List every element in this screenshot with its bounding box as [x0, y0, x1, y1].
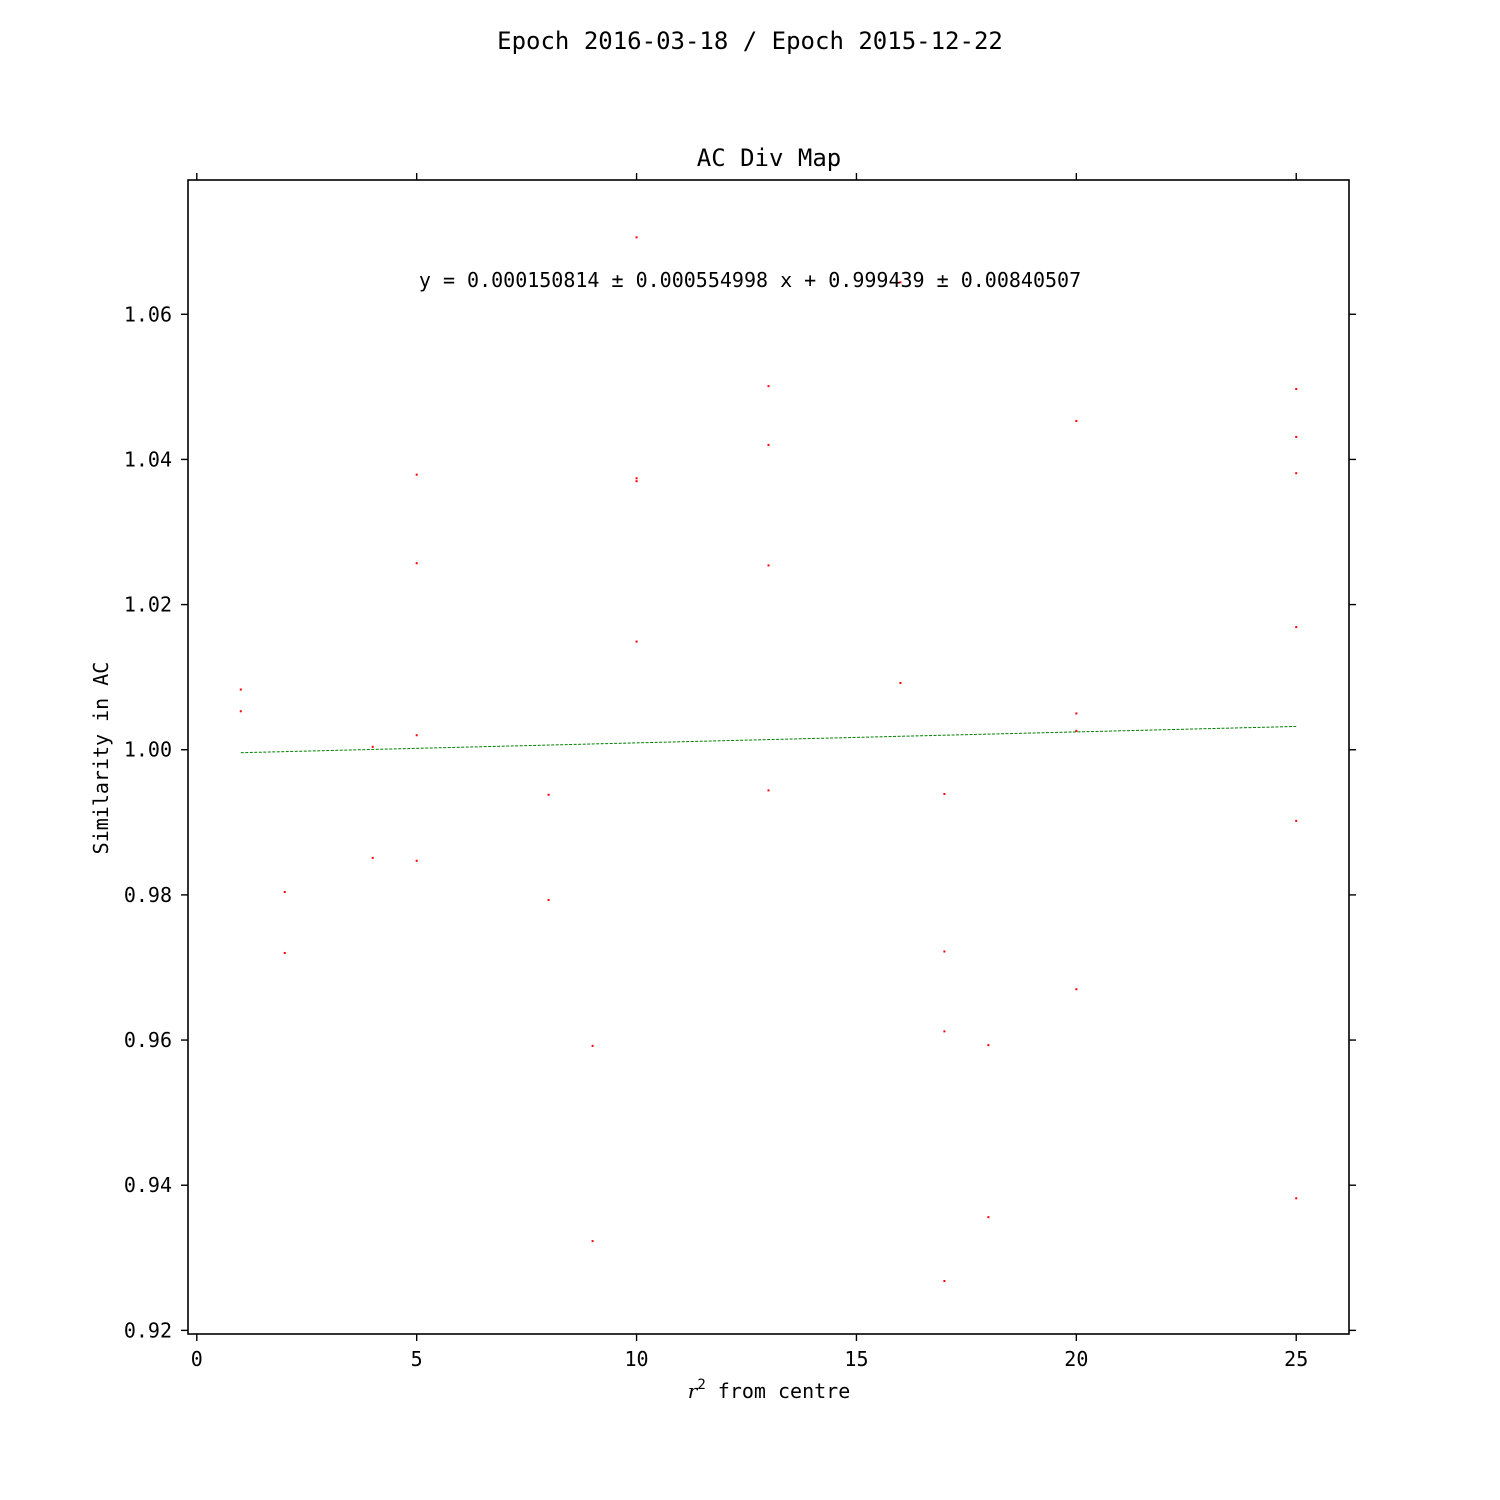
data-point: [987, 1044, 990, 1047]
data-point: [943, 1280, 946, 1283]
data-point: [415, 859, 418, 862]
data-point: [371, 745, 374, 748]
data-point: [591, 1044, 594, 1047]
data-point: [591, 1240, 594, 1243]
data-point: [1075, 988, 1078, 991]
data-point: [943, 1030, 946, 1033]
data-point: [899, 281, 902, 284]
plot-frame: [187, 179, 1350, 1335]
x-tick-label: 20: [1064, 1347, 1088, 1371]
y-tick-label: 1.04: [124, 447, 172, 471]
x-tick-label: 25: [1284, 1347, 1308, 1371]
data-point: [943, 793, 946, 796]
x-axis-label-var: r: [688, 1379, 699, 1403]
data-point: [415, 734, 418, 737]
chart-title: AC Div Map: [697, 144, 842, 172]
data-point: [635, 480, 638, 483]
data-point: [1075, 712, 1078, 715]
data-point: [1295, 472, 1298, 475]
data-point: [987, 1216, 990, 1219]
x-tick-label: 15: [844, 1347, 868, 1371]
data-point: [239, 710, 242, 713]
data-point: [943, 950, 946, 953]
data-point: [1295, 626, 1298, 629]
data-point: [415, 562, 418, 565]
data-point: [1295, 1197, 1298, 1200]
data-point: [547, 898, 550, 901]
fit-equation-annotation: y = 0.000150814 ± 0.000554998 x + 0.9994…: [419, 268, 1081, 292]
data-point: [635, 640, 638, 643]
data-point: [1295, 388, 1298, 391]
data-point: [371, 856, 374, 859]
y-tick-label: 0.98: [124, 883, 172, 907]
data-points: [239, 236, 1298, 1283]
data-point: [1075, 729, 1078, 732]
data-point: [899, 681, 902, 684]
fit-line: [240, 725, 1297, 754]
data-point: [635, 477, 638, 480]
x-axis-label-rest: from centre: [706, 1379, 851, 1403]
data-point: [767, 385, 770, 388]
data-point: [239, 688, 242, 691]
x-tick-label: 0: [191, 1347, 203, 1371]
data-point: [283, 951, 286, 954]
data-point: [547, 793, 550, 796]
data-point: [635, 236, 638, 239]
axis-ticks: 0 5 10 15 20 25 0.92 0.94 0.96 0.98 1.00 1.02 1.04 1.…: [124, 173, 1356, 1371]
y-tick-label: 0.92: [124, 1318, 172, 1342]
data-point: [1295, 435, 1298, 438]
x-axis-label: r2 from centre: [688, 1377, 851, 1403]
data-point: [767, 789, 770, 792]
y-tick-label: 1.02: [124, 593, 172, 617]
x-tick-label: 10: [625, 1347, 649, 1371]
y-axis-label: Similarity in AC: [89, 662, 113, 855]
data-point: [767, 564, 770, 567]
fit-line-group: [240, 725, 1297, 754]
y-tick-label: 0.96: [124, 1028, 172, 1052]
data-point: [1295, 819, 1298, 822]
x-axis-label-sup: 2: [697, 1377, 705, 1393]
data-point: [415, 473, 418, 476]
data-point: [1075, 419, 1078, 422]
y-tick-label: 0.94: [124, 1173, 172, 1197]
data-point: [283, 890, 286, 893]
figure-suptitle: Epoch 2016-03-18 / Epoch 2015-12-22: [497, 27, 1003, 55]
y-tick-label: 1.00: [124, 738, 172, 762]
x-tick-label: 5: [411, 1347, 423, 1371]
data-point: [767, 443, 770, 446]
y-tick-label: 1.06: [124, 302, 172, 326]
